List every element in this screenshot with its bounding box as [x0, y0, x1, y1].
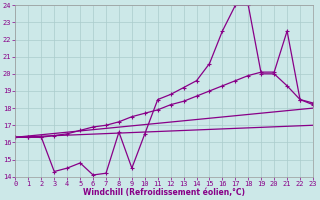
X-axis label: Windchill (Refroidissement éolien,°C): Windchill (Refroidissement éolien,°C) [83, 188, 245, 197]
